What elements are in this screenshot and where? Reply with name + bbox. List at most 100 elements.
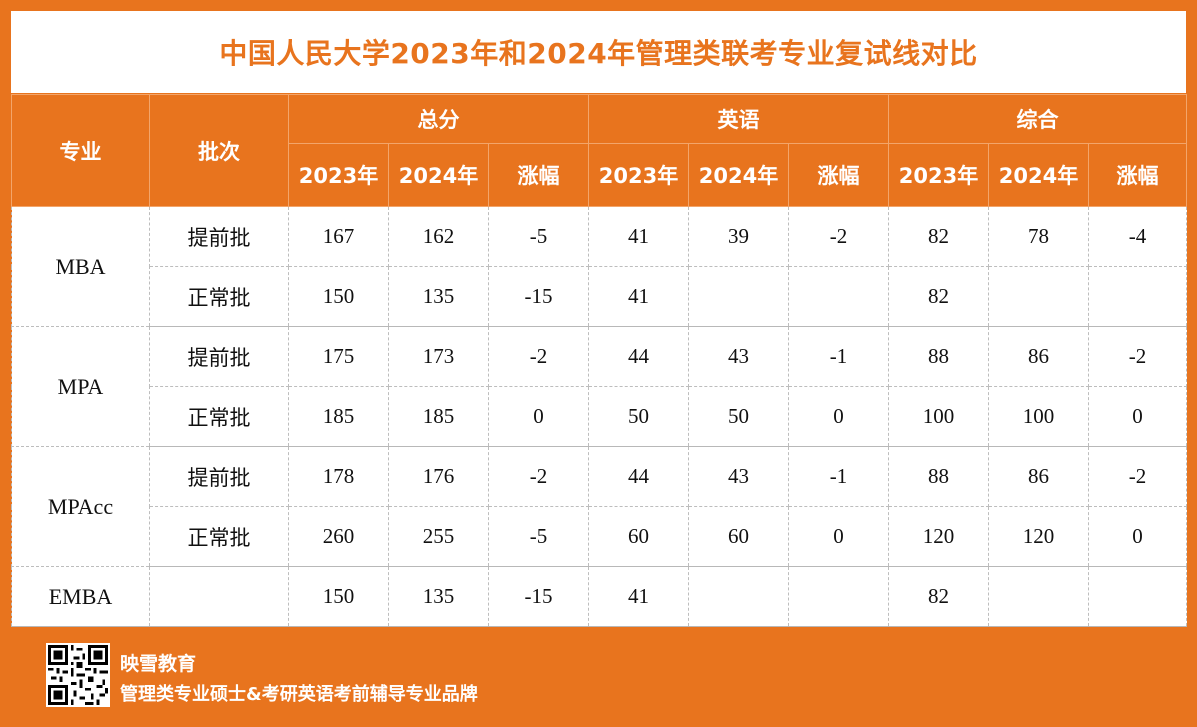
comprehensive-2024-cell: 86 — [988, 446, 1090, 507]
page-title: 中国人民大学2023年和2024年管理类联考专业复试线对比 — [219, 37, 978, 70]
english-change-cell: -1 — [788, 326, 890, 387]
total-2023-cell: 167 — [288, 206, 389, 267]
batch-cell: 正常批 — [149, 506, 289, 567]
total-2023-cell: 150 — [288, 266, 389, 327]
english-2023-cell: 50 — [588, 386, 690, 447]
table-row: EMBA 150 135 -15 41 82 — [11, 566, 1188, 627]
brand-name: 映雪教育 — [120, 653, 197, 675]
english-2024-cell — [688, 266, 790, 327]
total-2024-cell: 162 — [388, 206, 489, 267]
comprehensive-2023-cell: 120 — [888, 506, 990, 567]
english-change-cell — [788, 266, 890, 327]
english-2023-cell: 41 — [588, 566, 690, 627]
batch-cell — [149, 566, 289, 627]
english-2023-cell: 44 — [588, 446, 690, 507]
english-change-cell: -2 — [788, 206, 890, 267]
english-2023-cell: 44 — [588, 326, 690, 387]
comprehensive-2024-cell: 86 — [988, 326, 1090, 387]
total-change-cell: -15 — [487, 266, 590, 327]
table-row: 正常批 150 135 -15 41 82 — [12, 266, 1188, 327]
comprehensive-2023-cell: 82 — [888, 266, 990, 327]
table-row: 正常批 185 185 0 50 50 0 100 100 0 — [12, 386, 1188, 447]
qr-code-icon — [46, 643, 110, 707]
comprehensive-change-cell: -2 — [1088, 446, 1188, 507]
comprehensive-2023-cell: 88 — [888, 446, 990, 507]
total-change-cell: -5 — [487, 206, 590, 267]
total-change-cell: 0 — [487, 386, 590, 447]
table-row: MPA 提前批 175 173 -2 44 43 -1 88 86 -2 — [11, 326, 1188, 447]
table-row: 正常批 260 255 -5 60 60 0 120 120 0 — [12, 506, 1188, 567]
brand-slogan: 管理类专业硕士&考研英语考前辅导专业品牌 — [120, 684, 478, 705]
total-2023-cell: 260 — [288, 506, 389, 567]
total-2024-cell: 176 — [388, 446, 489, 507]
major-cell: MPA — [11, 326, 150, 447]
comprehensive-2023-cell: 82 — [888, 566, 990, 627]
comprehensive-2024-cell: 120 — [988, 506, 1090, 567]
score-comparison-table: 专业 批次 总分 英语 综合 2023年 2024年 涨幅 2023年 2024… — [11, 94, 1188, 627]
english-2024-cell: 50 — [688, 386, 790, 447]
batch-cell: 提前批 — [149, 446, 289, 507]
total-2023-cell: 175 — [288, 326, 389, 387]
comprehensive-2024-cell: 100 — [988, 386, 1090, 447]
total-change-cell: -15 — [487, 566, 590, 627]
header-group-english: 英语 — [588, 94, 890, 144]
english-2023-cell: 41 — [588, 206, 690, 267]
header-comprehensive-2023: 2023年 — [888, 143, 990, 207]
total-2024-cell: 255 — [388, 506, 489, 567]
header-total-2024: 2024年 — [388, 143, 489, 207]
header-batch: 批次 — [149, 94, 289, 207]
total-2024-cell: 185 — [388, 386, 489, 447]
batch-cell: 提前批 — [149, 206, 289, 267]
total-change-cell: -2 — [487, 446, 590, 507]
total-2024-cell: 135 — [388, 266, 489, 327]
english-change-cell — [788, 566, 890, 627]
english-2024-cell: 43 — [688, 326, 790, 387]
comprehensive-change-cell: 0 — [1088, 386, 1188, 447]
total-2024-cell: 173 — [388, 326, 489, 387]
batch-cell: 提前批 — [149, 326, 289, 387]
header-total-change: 涨幅 — [487, 143, 590, 207]
header-comprehensive-change: 涨幅 — [1088, 143, 1188, 207]
comprehensive-change-cell: 0 — [1088, 506, 1188, 567]
total-2023-cell: 178 — [288, 446, 389, 507]
english-2023-cell: 60 — [588, 506, 690, 567]
total-change-cell: -5 — [487, 506, 590, 567]
header-comprehensive-2024: 2024年 — [988, 143, 1090, 207]
header-total-2023: 2023年 — [288, 143, 389, 207]
major-cell: EMBA — [11, 566, 150, 627]
total-2023-cell: 185 — [288, 386, 389, 447]
table-row: MBA 提前批 167 162 -5 41 39 -2 82 78 -4 — [11, 206, 1188, 327]
header-row-years: 2023年 2024年 涨幅 2023年 2024年 涨幅 2023年 2024… — [12, 143, 1188, 207]
header-major: 专业 — [11, 94, 150, 207]
english-2024-cell: 39 — [688, 206, 790, 267]
major-cell: MBA — [11, 206, 150, 327]
title-banner: 中国人民大学2023年和2024年管理类联考专业复试线对比 — [11, 11, 1186, 93]
header-group-total: 总分 — [287, 94, 590, 144]
english-change-cell: -1 — [788, 446, 890, 507]
batch-cell: 正常批 — [149, 266, 289, 327]
header-row-groups: 专业 批次 总分 英语 综合 — [11, 94, 1188, 207]
header-english-2024: 2024年 — [688, 143, 790, 207]
comprehensive-2023-cell: 88 — [888, 326, 990, 387]
total-2024-cell: 135 — [388, 566, 489, 627]
english-change-cell: 0 — [788, 506, 890, 567]
comprehensive-2023-cell: 82 — [888, 206, 990, 267]
total-2023-cell: 150 — [288, 566, 389, 627]
footer: 映雪教育 管理类专业硕士&考研英语考前辅导专业品牌 — [0, 625, 1197, 727]
comprehensive-2024-cell — [988, 566, 1090, 627]
header-group-comprehensive: 综合 — [888, 94, 1188, 144]
comprehensive-2024-cell — [988, 266, 1090, 327]
comprehensive-change-cell: -4 — [1088, 206, 1188, 267]
comprehensive-change-cell — [1088, 566, 1188, 627]
comprehensive-2024-cell: 78 — [988, 206, 1090, 267]
english-change-cell: 0 — [788, 386, 890, 447]
header-english-change: 涨幅 — [788, 143, 890, 207]
english-2024-cell: 60 — [688, 506, 790, 567]
english-2023-cell: 41 — [588, 266, 690, 327]
batch-cell: 正常批 — [149, 386, 289, 447]
table-row: MPAcc 提前批 178 176 -2 44 43 -1 88 86 -2 — [11, 446, 1188, 567]
total-change-cell: -2 — [487, 326, 590, 387]
comprehensive-2023-cell: 100 — [888, 386, 990, 447]
major-cell: MPAcc — [11, 446, 150, 567]
